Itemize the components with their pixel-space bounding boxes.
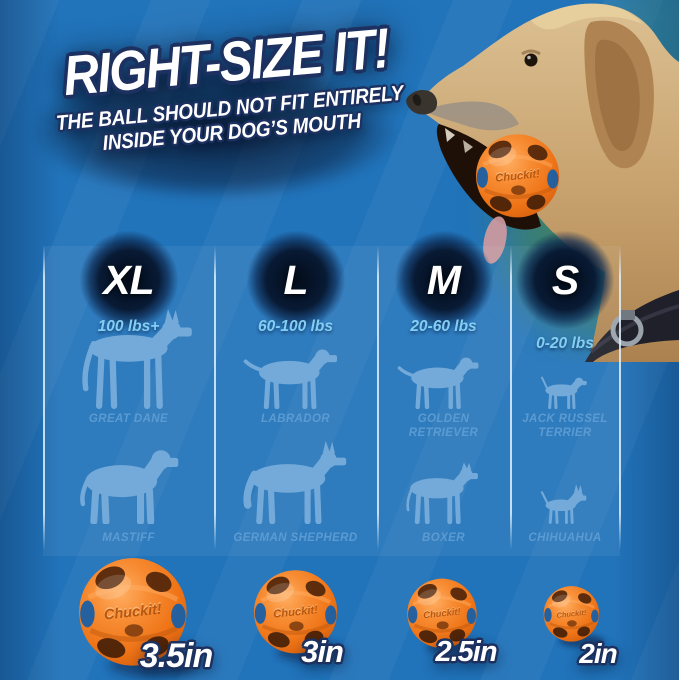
weight-range-label: 0-20 lbs <box>536 335 594 352</box>
weight-range-label: 20-60 lbs <box>410 318 477 335</box>
column-divider <box>43 246 45 550</box>
ball-size-label: 3.5in <box>139 637 213 675</box>
mastiff-silhouette <box>65 428 193 524</box>
size-badge-xl: XL <box>78 230 179 330</box>
size-column-s: S 0-20 lbs JACK RUSSEL TERRIER CHIHUAHUA <box>510 230 620 556</box>
german-shepherd-silhouette <box>228 422 364 524</box>
svg-text:Chuckit!: Chuckit! <box>423 606 461 620</box>
weight-range-label: 100 lbs+ <box>97 318 160 335</box>
breed-label: LABRADOR <box>261 413 330 425</box>
chuckit-ball-3in: Chuckit! Chuckit! <box>250 567 346 663</box>
svg-text:Chuckit!: Chuckit! <box>273 604 319 621</box>
size-column-xl: XL 100 lbs+ GREAT DANE MASTIFF <box>43 230 214 556</box>
size-badge-m: M <box>393 230 494 330</box>
column-divider <box>510 246 512 550</box>
chihuahua-silhouette <box>529 470 601 524</box>
size-column-l: L 60-100 lbs LABRADOR GERMAN SHEPHERD <box>214 230 377 556</box>
golden-retriever-silhouette <box>394 335 493 409</box>
svg-text:Chuckit!: Chuckit! <box>556 608 587 620</box>
breed-label: BOXER <box>422 532 465 544</box>
labrador-silhouette <box>240 325 352 409</box>
chuckit-ball-3-5in: Chuckit! Chuckit! <box>74 554 198 678</box>
jack-russel-terrier-silhouette <box>532 359 599 409</box>
ball-size-label: 3in <box>301 634 344 669</box>
svg-text:Chuckit!: Chuckit! <box>495 168 541 185</box>
column-divider <box>619 246 621 550</box>
svg-text:Chuckit!: Chuckit! <box>103 600 162 622</box>
svg-text:Chuckit!: Chuckit! <box>556 607 587 619</box>
chuckit-ball-2-5in: Chuckit! Chuckit! <box>404 576 484 656</box>
size-badge-l: L <box>245 230 346 330</box>
boxer-silhouette <box>390 444 497 524</box>
breed-label: GERMAN SHEPHERD <box>233 532 358 544</box>
weight-range-label: 60-100 lbs <box>258 318 333 335</box>
svg-text:Chuckit!: Chuckit! <box>103 602 162 624</box>
title-shadow-blob <box>0 26 480 216</box>
ball-size-label: 2.5in <box>435 636 497 668</box>
svg-text:Chuckit!: Chuckit! <box>423 605 461 619</box>
size-column-m: M 20-60 lbs GOLDEN RETRIEVER BOXER <box>377 230 510 556</box>
column-divider <box>377 246 379 550</box>
ball-size-label: 2in <box>579 638 617 669</box>
svg-text:Chuckit!: Chuckit! <box>273 603 319 620</box>
column-divider <box>214 246 216 550</box>
breed-label: MASTIFF <box>102 532 155 544</box>
breed-label: JACK RUSSEL TERRIER <box>522 413 608 439</box>
svg-text:Chuckit!: Chuckit! <box>495 167 541 184</box>
chuckit-ball-2in: Chuckit! Chuckit! <box>541 584 605 648</box>
breed-label: GOLDEN RETRIEVER <box>408 413 479 439</box>
size-badge-s: S <box>515 230 615 330</box>
breed-label: GREAT DANE <box>88 413 169 425</box>
breed-label: CHIHUAHUA <box>528 532 602 544</box>
